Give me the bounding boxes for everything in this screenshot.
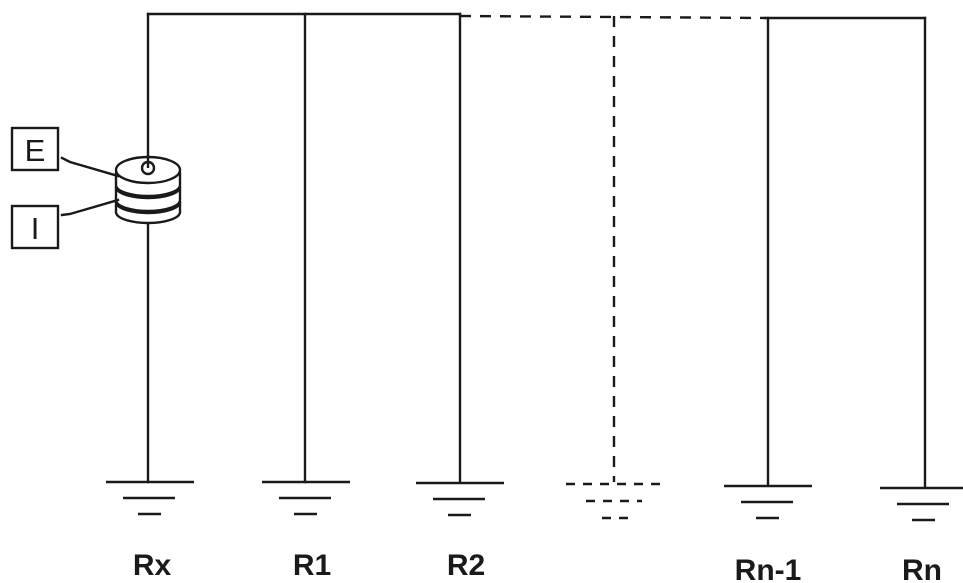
ground-rn-1-icon — [724, 484, 812, 520]
terminal-e-label: E — [25, 133, 46, 168]
terminal-e-box — [10, 126, 60, 172]
meter-coil-icon — [114, 155, 182, 225]
electrode-label-rx: Rx — [133, 549, 172, 582]
electrode-label-rn-1: Rn-1 — [735, 554, 802, 583]
ground-rx-icon — [106, 480, 194, 516]
electrode-label-rn: Rn — [902, 554, 942, 583]
ground-r1-icon — [262, 480, 350, 516]
connector-i — [60, 198, 120, 217]
ground-rn-icon — [880, 486, 963, 522]
electrode-label-r2: R2 — [447, 549, 485, 582]
electrode-label-r1: R1 — [293, 549, 331, 582]
terminal-i-label: I — [31, 211, 40, 246]
connector-e — [60, 156, 120, 178]
ground-intermediate-dashed-icon — [566, 482, 662, 520]
terminal-i-box — [10, 204, 60, 250]
ground-r2-icon — [416, 481, 504, 517]
